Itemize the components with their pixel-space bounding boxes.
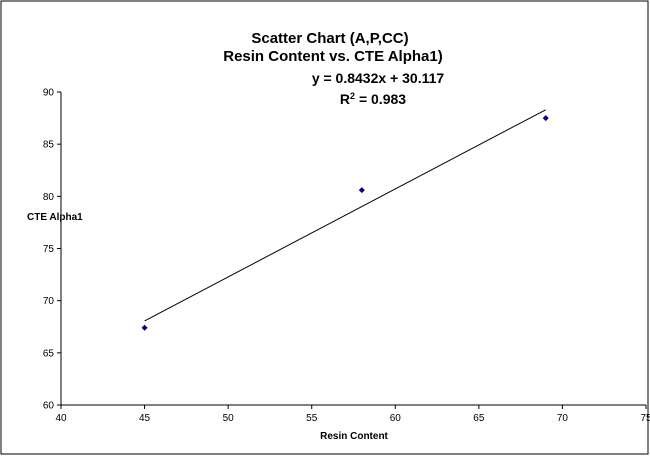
r-squared-r: R — [340, 91, 350, 107]
y-tick-label: 80 — [43, 192, 55, 203]
x-tick-label: 60 — [390, 413, 402, 424]
r-squared-value: = 0.983 — [355, 91, 406, 107]
y-tick-label: 75 — [43, 244, 55, 255]
x-axis-label: Resin Content — [320, 431, 388, 442]
y-tick-label: 60 — [43, 401, 55, 412]
y-tick-label: 70 — [43, 296, 55, 307]
r-squared-exponent: 2 — [350, 91, 355, 101]
data-point — [358, 187, 365, 194]
x-tick-label: 75 — [640, 413, 650, 424]
x-tick-label: 40 — [55, 413, 67, 424]
y-tick-label: 65 — [43, 348, 55, 359]
x-tick-label: 65 — [473, 413, 485, 424]
x-tick-label: 50 — [223, 413, 235, 424]
trendline — [144, 109, 546, 322]
r-squared-label: R2 = 0.983 — [340, 91, 406, 107]
x-tick-label: 55 — [306, 413, 318, 424]
data-point — [542, 115, 549, 122]
trendline-equation: y = 0.8432x + 30.117 — [312, 70, 445, 86]
y-tick-label: 85 — [43, 140, 55, 151]
data-point — [141, 324, 148, 331]
x-tick-label: 45 — [139, 413, 151, 424]
plot-area: 60 65 70 75 80 85 90 40 45 50 55 60 65 70 75 — [43, 88, 650, 425]
x-tick-label: 70 — [557, 413, 569, 424]
chart-subtitle: Resin Content vs. CTE Alpha1) — [223, 48, 442, 65]
chart-title: Scatter Chart (A,P,CC) — [251, 30, 408, 47]
y-axis-label: CTE Alpha1 — [27, 212, 83, 223]
y-tick-label: 90 — [43, 88, 55, 99]
